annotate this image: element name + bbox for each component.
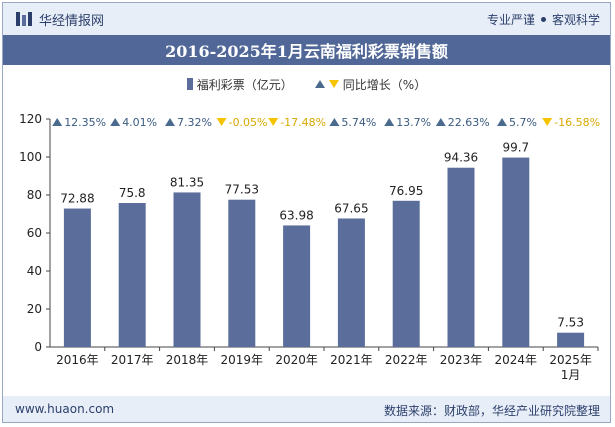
x-tick-label: 2024年 (495, 353, 538, 367)
bar-value-label: 72.88 (60, 192, 94, 206)
growth-up-triangle-icon (435, 118, 446, 126)
growth-label: 5.7% (509, 116, 537, 129)
bar-value-label: 67.65 (334, 201, 368, 215)
bar-value-label: 77.53 (225, 183, 259, 197)
legend: 福利彩票（亿元） 同比增长（%） (3, 75, 610, 93)
separator-dot-icon (540, 17, 546, 22)
x-tick-label: 2023年 (440, 353, 483, 367)
brand-logo-icon (16, 12, 32, 26)
footer-site: www.huaon.com (15, 402, 115, 416)
bar-value-label: 75.8 (119, 186, 146, 200)
footer-source: 数据来源：财政部，华经产业研究院整理 (383, 404, 600, 418)
y-tick-label: 120 (19, 112, 42, 126)
tagline-left: 专业严谨 (486, 13, 535, 27)
y-tick-label: 60 (27, 226, 42, 240)
x-tick-label-line2: 1月 (561, 368, 581, 382)
footer-bar: www.huaon.com 数据来源：财政部，华经产业研究院整理 (3, 396, 610, 422)
growth-up-triangle-icon (384, 118, 395, 126)
bar (502, 157, 530, 347)
y-tick-label: 80 (27, 188, 42, 202)
bar (63, 208, 91, 347)
bar (283, 225, 311, 347)
x-tick-label: 2017年 (111, 353, 154, 367)
x-tick-label: 2016年 (56, 353, 99, 367)
growth-up-triangle-icon (110, 118, 121, 126)
bar-value-label: 99.7 (502, 141, 529, 155)
growth-up-triangle-icon (329, 118, 340, 126)
growth-label: 7.32% (177, 116, 212, 129)
growth-down-triangle-icon (268, 118, 279, 126)
legend-bar-swatch-icon (186, 78, 193, 90)
growth-up-triangle-icon (165, 118, 175, 126)
tagline: 专业严谨 客观科学 (487, 11, 600, 28)
bar (118, 202, 146, 347)
bar (447, 167, 475, 347)
bar-value-label: 76.95 (389, 184, 423, 198)
bar (228, 199, 256, 347)
bar-value-label: 81.35 (170, 175, 204, 189)
legend-item-growth: 同比增长（%） (314, 76, 427, 93)
x-tick-label: 2022年 (385, 353, 428, 367)
legend-item-sales: 福利彩票（亿元） (186, 76, 293, 93)
brand-name: 华经情报网 (39, 13, 105, 29)
bar (557, 332, 585, 347)
chart-title: 2016-2025年1月云南福利彩票销售额 (165, 42, 448, 61)
growth-label: 13.7% (396, 116, 431, 129)
growth-label: 22.63% (448, 116, 490, 129)
tagline-right: 客观科学 (551, 13, 600, 27)
y-tick-label: 20 (27, 302, 42, 316)
y-tick-label: 40 (27, 264, 42, 278)
y-tick-label: 0 (34, 340, 42, 354)
legend-label-sales: 福利彩票（亿元） (196, 77, 293, 92)
bar (337, 218, 365, 347)
x-tick-label: 2020年 (275, 353, 318, 367)
growth-label: 4.01% (122, 116, 157, 129)
growth-label: -17.48% (280, 116, 326, 129)
growth-up-triangle-icon (52, 118, 63, 126)
x-tick-label: 2021年 (330, 353, 373, 367)
x-tick-label: 2019年 (221, 353, 264, 367)
brand: 华经情报网 (15, 10, 105, 29)
bar-value-label: 7.53 (557, 316, 584, 330)
bar (392, 200, 420, 347)
growth-label: -0.05% (229, 116, 268, 129)
growth-down-triangle-icon (542, 118, 553, 126)
growth-up-triangle-icon (497, 118, 507, 126)
header-bar: 华经情报网 专业严谨 客观科学 (3, 3, 610, 35)
title-bar: 2016-2025年1月云南福利彩票销售额 (3, 35, 610, 65)
x-tick-label: 2018年 (166, 353, 209, 367)
growth-label: 12.35% (64, 116, 106, 129)
growth-label: -16.58% (554, 116, 600, 129)
bar (173, 192, 201, 347)
legend-up-triangle-icon (314, 80, 325, 88)
growth-label: 5.74% (341, 116, 376, 129)
growth-down-triangle-icon (216, 118, 227, 126)
y-tick-label: 100 (19, 150, 42, 164)
bar-value-label: 63.98 (279, 208, 313, 222)
x-tick-label: 2025年 (549, 353, 592, 367)
legend-label-growth: 同比增长（%） (342, 77, 427, 92)
legend-down-triangle-icon (328, 80, 339, 88)
bar-value-label: 94.36 (444, 151, 478, 165)
